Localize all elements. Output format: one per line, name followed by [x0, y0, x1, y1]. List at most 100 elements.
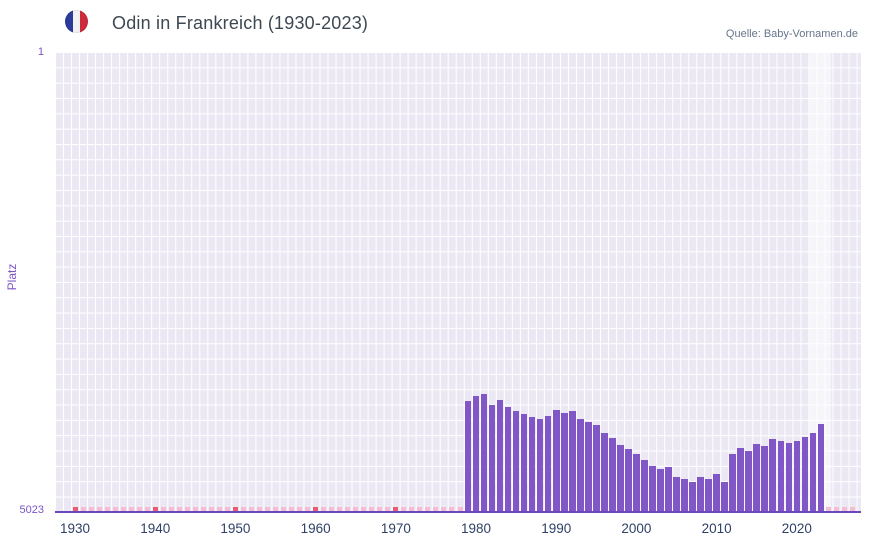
rank-bar-1995[interactable]: [593, 425, 600, 512]
year-baseline-tick-1945: [192, 507, 198, 512]
rank-bar-1985[interactable]: [512, 410, 520, 512]
year-baseline-tick-1969: [385, 507, 391, 512]
year-baseline-tick-1943: [176, 507, 182, 512]
source-attribution: Quelle: Baby-Vornamen.de: [725, 28, 858, 40]
rank-bar-2005[interactable]: [673, 476, 680, 512]
plot-area: [55, 52, 861, 512]
x-tick-1990: 1990: [541, 521, 572, 536]
year-baseline-tick-1951: [240, 507, 246, 512]
year-baseline-tick-1959: [305, 507, 311, 512]
rank-bar-1999[interactable]: [625, 448, 632, 512]
rank-bar-1993[interactable]: [577, 418, 584, 512]
year-baseline-tick-1931: [80, 507, 86, 512]
rank-bar-1986[interactable]: [520, 414, 528, 512]
rank-bar-1998[interactable]: [617, 444, 624, 512]
year-baseline-tick-2025: [834, 507, 840, 512]
year-baseline-tick-1977: [449, 507, 455, 512]
rank-bar-2001[interactable]: [641, 459, 648, 512]
year-baseline-tick-1956: [281, 507, 287, 512]
year-baseline-tick-1942: [168, 507, 174, 512]
year-baseline-tick-1944: [184, 507, 190, 512]
year-baseline-tick-1974: [425, 507, 431, 512]
year-baseline-tick-1960: [313, 507, 319, 512]
year-baseline-tick-1955: [273, 507, 279, 512]
year-baseline-tick-1937: [128, 507, 134, 512]
rank-bar-2003[interactable]: [657, 469, 664, 512]
rank-bar-2021[interactable]: [801, 436, 809, 512]
rank-bar-1988[interactable]: [536, 419, 544, 512]
rank-bar-1994[interactable]: [585, 421, 592, 512]
rank-bar-1989[interactable]: [544, 415, 552, 512]
x-tick-1980: 1980: [461, 521, 492, 536]
year-baseline-tick-1968: [377, 507, 383, 512]
year-baseline-tick-1953: [257, 507, 262, 512]
rank-bar-2002[interactable]: [649, 466, 656, 512]
year-baseline-tick-1971: [401, 507, 407, 512]
year-baseline-tick-1962: [329, 507, 335, 512]
rank-bar-1981[interactable]: [480, 394, 488, 512]
x-tick-1970: 1970: [380, 521, 411, 536]
year-baseline-tick-1978: [457, 507, 463, 512]
rank-bar-1992[interactable]: [568, 411, 576, 512]
year-baseline-tick-1950: [232, 507, 238, 512]
rank-bar-2018[interactable]: [777, 441, 785, 512]
rank-bar-1982[interactable]: [488, 405, 496, 512]
rank-bar-1987[interactable]: [528, 416, 536, 512]
rank-bar-1990[interactable]: [552, 409, 560, 512]
year-baseline-tick-1961: [321, 507, 327, 512]
year-baseline-tick-1939: [144, 507, 150, 512]
year-baseline-tick-1936: [120, 507, 126, 512]
year-baseline-tick-1964: [345, 507, 351, 512]
rank-bar-2012[interactable]: [729, 453, 736, 512]
rank-bar-2011[interactable]: [721, 482, 728, 512]
x-axis-line: [55, 511, 861, 513]
year-baseline-tick-1966: [361, 507, 367, 512]
year-baseline-tick-1941: [160, 507, 166, 512]
year-baseline-tick-1976: [441, 507, 447, 512]
rank-bar-1979[interactable]: [464, 401, 472, 512]
x-tick-2000: 2000: [621, 521, 652, 536]
rank-bar-1983[interactable]: [496, 399, 504, 512]
year-baseline-tick-1948: [216, 507, 222, 512]
year-baseline-tick-1958: [297, 507, 303, 512]
y-axis-label: Platz: [5, 263, 19, 291]
recent-years-highlight-band: [808, 52, 831, 512]
rank-bar-2009[interactable]: [705, 479, 712, 512]
rank-bar-2023[interactable]: [817, 423, 825, 512]
rank-bar-2015[interactable]: [753, 443, 761, 512]
rank-bar-2022[interactable]: [809, 432, 817, 512]
rank-bar-2020[interactable]: [793, 440, 801, 512]
year-baseline-tick-1933: [96, 507, 102, 512]
rank-bar-1991[interactable]: [560, 413, 568, 512]
rank-bar-2014[interactable]: [745, 451, 752, 512]
x-tick-2020: 2020: [781, 521, 812, 536]
rank-bar-2017[interactable]: [769, 439, 777, 512]
rank-bar-2013[interactable]: [737, 447, 744, 512]
rank-bar-2019[interactable]: [785, 443, 793, 512]
rank-bar-1996[interactable]: [601, 432, 608, 512]
rank-bar-1980[interactable]: [472, 395, 480, 512]
year-baseline-tick-1957: [289, 507, 295, 512]
y-tick-top: 1: [37, 46, 44, 58]
rank-bar-2000[interactable]: [633, 453, 640, 512]
rank-bar-2004[interactable]: [665, 466, 672, 512]
rank-bar-1984[interactable]: [504, 406, 512, 512]
year-baseline-tick-1940: [152, 507, 158, 512]
rank-bar-2016[interactable]: [761, 445, 769, 512]
year-baseline-tick-1973: [417, 507, 423, 512]
rank-bar-2006[interactable]: [681, 478, 688, 512]
rank-bar-2008[interactable]: [697, 477, 704, 512]
year-baseline-tick-1965: [353, 507, 359, 512]
chart-title: Odin in Frankreich (1930-2023): [112, 13, 369, 33]
year-baseline-tick-1963: [337, 507, 343, 512]
year-baseline-tick-1946: [200, 507, 206, 512]
rank-bar-1997[interactable]: [609, 438, 616, 512]
year-baseline-tick-1938: [136, 507, 142, 512]
year-baseline-tick-1975: [433, 507, 439, 512]
rank-bar-2007[interactable]: [689, 481, 696, 512]
x-tick-1950: 1950: [220, 521, 251, 536]
year-baseline-tick-1954: [265, 507, 271, 512]
rank-bar-2010[interactable]: [713, 473, 720, 512]
year-baseline-tick-1967: [369, 507, 375, 512]
